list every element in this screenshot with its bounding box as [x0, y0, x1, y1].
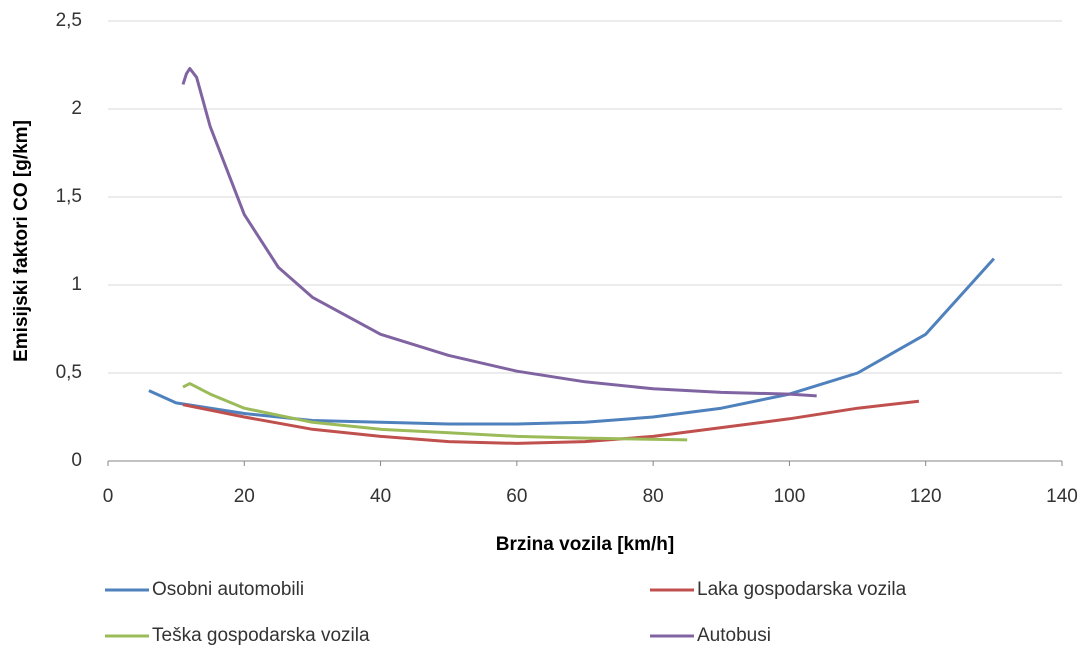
x-tick-label: 100: [774, 486, 806, 507]
y-tick-label: 0: [71, 450, 82, 471]
x-tick-label: 80: [643, 486, 664, 507]
x-tick-label: 120: [910, 486, 942, 507]
legend-label: Laka gospodarska vozila: [697, 579, 907, 600]
y-axis-title: Emisijski faktori CO [g/km]: [11, 120, 32, 362]
series-line: [181, 67, 817, 398]
series-line: [182, 382, 688, 442]
x-axis-title: Brzina vozila [km/h]: [496, 534, 674, 555]
y-tick-label: 1,5: [56, 186, 82, 207]
x-tick-label: 0: [103, 486, 114, 507]
series-line: [148, 257, 996, 426]
series-line: [182, 399, 920, 445]
legend-label: Osobni automobili: [152, 579, 304, 600]
x-tick-label: 140: [1046, 486, 1078, 507]
x-tick-label: 20: [234, 486, 255, 507]
y-tick-label: 1: [71, 274, 82, 295]
y-tick-label: 0,5: [56, 362, 82, 383]
y-tick-label: 2,5: [56, 10, 82, 31]
x-tick-label: 60: [506, 486, 527, 507]
y-tick-label: 2: [71, 98, 82, 119]
legend-label: Teška gospodarska vozila: [152, 625, 370, 646]
legend-label: Autobusi: [697, 625, 771, 646]
x-tick-label: 40: [370, 486, 391, 507]
